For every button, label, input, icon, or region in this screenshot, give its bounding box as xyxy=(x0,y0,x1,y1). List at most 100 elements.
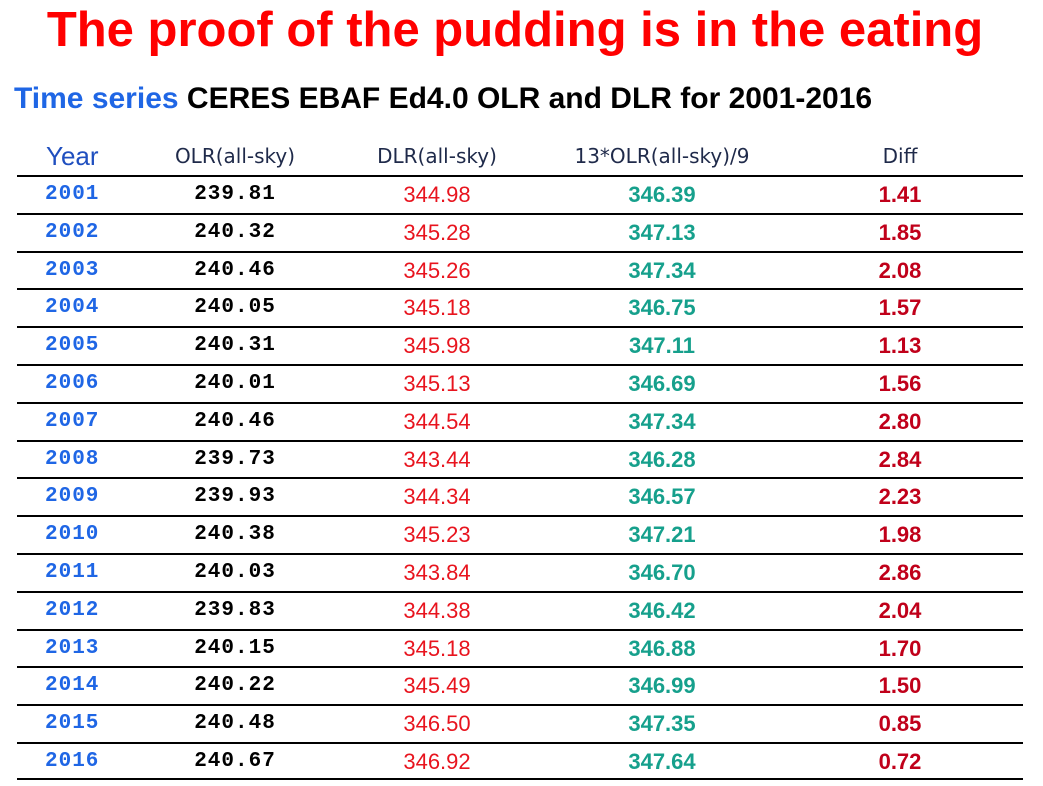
cell-olr: 240.01 xyxy=(194,371,276,395)
cell-olr: 240.31 xyxy=(194,334,276,358)
cell-olr: 240.46 xyxy=(194,258,276,282)
cell-dlr: 345.28 xyxy=(403,219,471,245)
table-row: 2016 240.67 346.92 347.64 0.72 xyxy=(17,741,1023,780)
cell-diff: 2.23 xyxy=(878,484,922,510)
header-calc: 13*OLR(all-sky)/9 xyxy=(574,144,750,168)
cell-diff: 1.41 xyxy=(878,182,922,207)
page-subtitle: Time series CERES EBAF Ed4.0 OLR and DLR… xyxy=(14,80,872,118)
table-row: 2009 239.93 344.34 346.57 2.23 xyxy=(17,477,1023,515)
cell-dlr: 344.34 xyxy=(403,484,471,510)
cell-olr: 239.73 xyxy=(194,447,276,471)
cell-olr: 239.83 xyxy=(194,598,276,622)
cell-year: 2001 xyxy=(45,183,100,206)
cell-diff: 2.84 xyxy=(878,446,922,472)
subtitle-lead: Time series xyxy=(14,82,179,115)
cell-calc: 346.57 xyxy=(628,484,696,510)
cell-dlr: 345.26 xyxy=(403,257,471,283)
cell-dlr: 346.92 xyxy=(403,748,471,774)
table-row: 2010 240.38 345.23 347.21 1.98 xyxy=(17,515,1023,553)
header-olr: OLR(all-sky) xyxy=(174,144,296,168)
cell-diff: 1.50 xyxy=(878,673,922,699)
cell-calc: 347.13 xyxy=(628,219,696,245)
cell-year: 2004 xyxy=(45,296,100,320)
cell-olr: 240.03 xyxy=(194,560,276,584)
cell-dlr: 343.84 xyxy=(403,559,471,585)
table-row: 2008 239.73 343.44 346.28 2.84 xyxy=(17,439,1023,478)
cell-olr: 240.48 xyxy=(194,712,276,736)
cell-year: 2009 xyxy=(45,485,100,509)
table-row: 2011 240.03 343.84 346.70 2.86 xyxy=(17,552,1023,591)
table-row: 2002 240.32 345.28 347.13 1.85 xyxy=(17,212,1023,251)
subtitle-rest: CERES EBAF Ed4.0 OLR and DLR for 2001-20… xyxy=(178,82,873,115)
table-row: 2015 240.48 346.50 347.35 0.85 xyxy=(17,704,1023,742)
cell-diff: 2.04 xyxy=(878,597,922,623)
cell-dlr: 344.38 xyxy=(403,597,471,623)
cell-diff: 1.98 xyxy=(878,522,922,548)
cell-diff: 2.86 xyxy=(878,559,922,585)
cell-olr: 240.05 xyxy=(194,296,276,320)
cell-calc: 346.39 xyxy=(628,182,696,207)
table-row: 2007 240.46 344.54 347.34 2.80 xyxy=(17,401,1023,440)
table-row: 2003 240.46 345.26 347.34 2.08 xyxy=(17,250,1023,289)
table-row: 2013 240.15 345.18 346.88 1.70 xyxy=(17,628,1023,667)
cell-olr: 240.67 xyxy=(194,749,276,773)
cell-dlr: 343.44 xyxy=(403,446,471,472)
cell-year: 2013 xyxy=(45,636,100,660)
table-row: 2004 240.05 345.18 346.75 1.57 xyxy=(17,288,1023,326)
table-row: 2005 240.31 345.98 347.11 1.13 xyxy=(17,326,1023,364)
cell-diff: 1.57 xyxy=(878,295,922,321)
cell-dlr: 345.18 xyxy=(403,295,471,321)
cell-year: 2008 xyxy=(45,447,100,471)
table-row: 2006 240.01 345.13 346.69 1.56 xyxy=(17,363,1023,402)
cell-year: 2002 xyxy=(45,220,100,244)
cell-calc: 346.99 xyxy=(628,673,696,699)
cell-calc: 346.88 xyxy=(628,635,696,661)
table-row: 2001 239.81 344.98 346.39 1.41 xyxy=(17,175,1023,213)
cell-olr: 240.32 xyxy=(194,220,276,244)
cell-dlr: 344.54 xyxy=(403,408,471,434)
table-row: 2014 240.22 345.49 346.99 1.50 xyxy=(17,666,1023,704)
cell-year: 2011 xyxy=(45,560,100,584)
header-diff: Diff xyxy=(882,144,918,168)
cell-calc: 347.11 xyxy=(628,333,696,359)
cell-olr: 239.81 xyxy=(194,183,276,206)
cell-year: 2010 xyxy=(45,523,100,547)
cell-year: 2014 xyxy=(45,674,100,698)
cell-dlr: 345.18 xyxy=(403,635,471,661)
cell-calc: 347.64 xyxy=(628,748,696,774)
page-title: The proof of the pudding is in the eatin… xyxy=(46,3,984,57)
cell-year: 2007 xyxy=(45,409,100,433)
cell-dlr: 345.23 xyxy=(403,522,471,548)
cell-year: 2006 xyxy=(45,371,100,395)
cell-diff: 1.56 xyxy=(878,370,922,396)
header-year: Year xyxy=(46,141,99,171)
cell-year: 2003 xyxy=(45,258,100,282)
cell-year: 2012 xyxy=(45,598,100,622)
cell-olr: 240.22 xyxy=(194,674,276,698)
cell-calc: 346.28 xyxy=(628,446,696,472)
cell-calc: 346.75 xyxy=(628,295,696,321)
cell-diff: 0.85 xyxy=(878,711,922,737)
cell-olr: 240.46 xyxy=(194,409,276,433)
cell-dlr: 344.98 xyxy=(403,182,471,207)
cell-dlr: 345.49 xyxy=(403,673,471,699)
cell-calc: 346.42 xyxy=(628,597,696,623)
data-table: 2001 239.81 344.98 346.39 1.41 2002 240.32 345.… xyxy=(17,175,1023,780)
cell-year: 2016 xyxy=(45,749,100,773)
table-row: 2012 239.83 344.38 346.42 2.04 xyxy=(17,590,1023,629)
cell-olr: 239.93 xyxy=(194,485,276,509)
cell-year: 2015 xyxy=(45,712,100,736)
cell-dlr: 345.13 xyxy=(403,370,471,396)
cell-olr: 240.15 xyxy=(194,636,276,660)
cell-diff: 1.13 xyxy=(878,333,922,359)
cell-diff: 2.08 xyxy=(878,257,922,283)
cell-calc: 347.34 xyxy=(628,408,696,434)
cell-calc: 346.70 xyxy=(628,559,696,585)
cell-year: 2005 xyxy=(45,334,100,358)
cell-diff: 2.80 xyxy=(878,408,922,434)
cell-olr: 240.38 xyxy=(194,523,276,547)
cell-dlr: 346.50 xyxy=(403,711,471,737)
cell-diff: 1.70 xyxy=(878,635,922,661)
cell-dlr: 345.98 xyxy=(403,333,471,359)
cell-calc: 346.69 xyxy=(628,370,696,396)
